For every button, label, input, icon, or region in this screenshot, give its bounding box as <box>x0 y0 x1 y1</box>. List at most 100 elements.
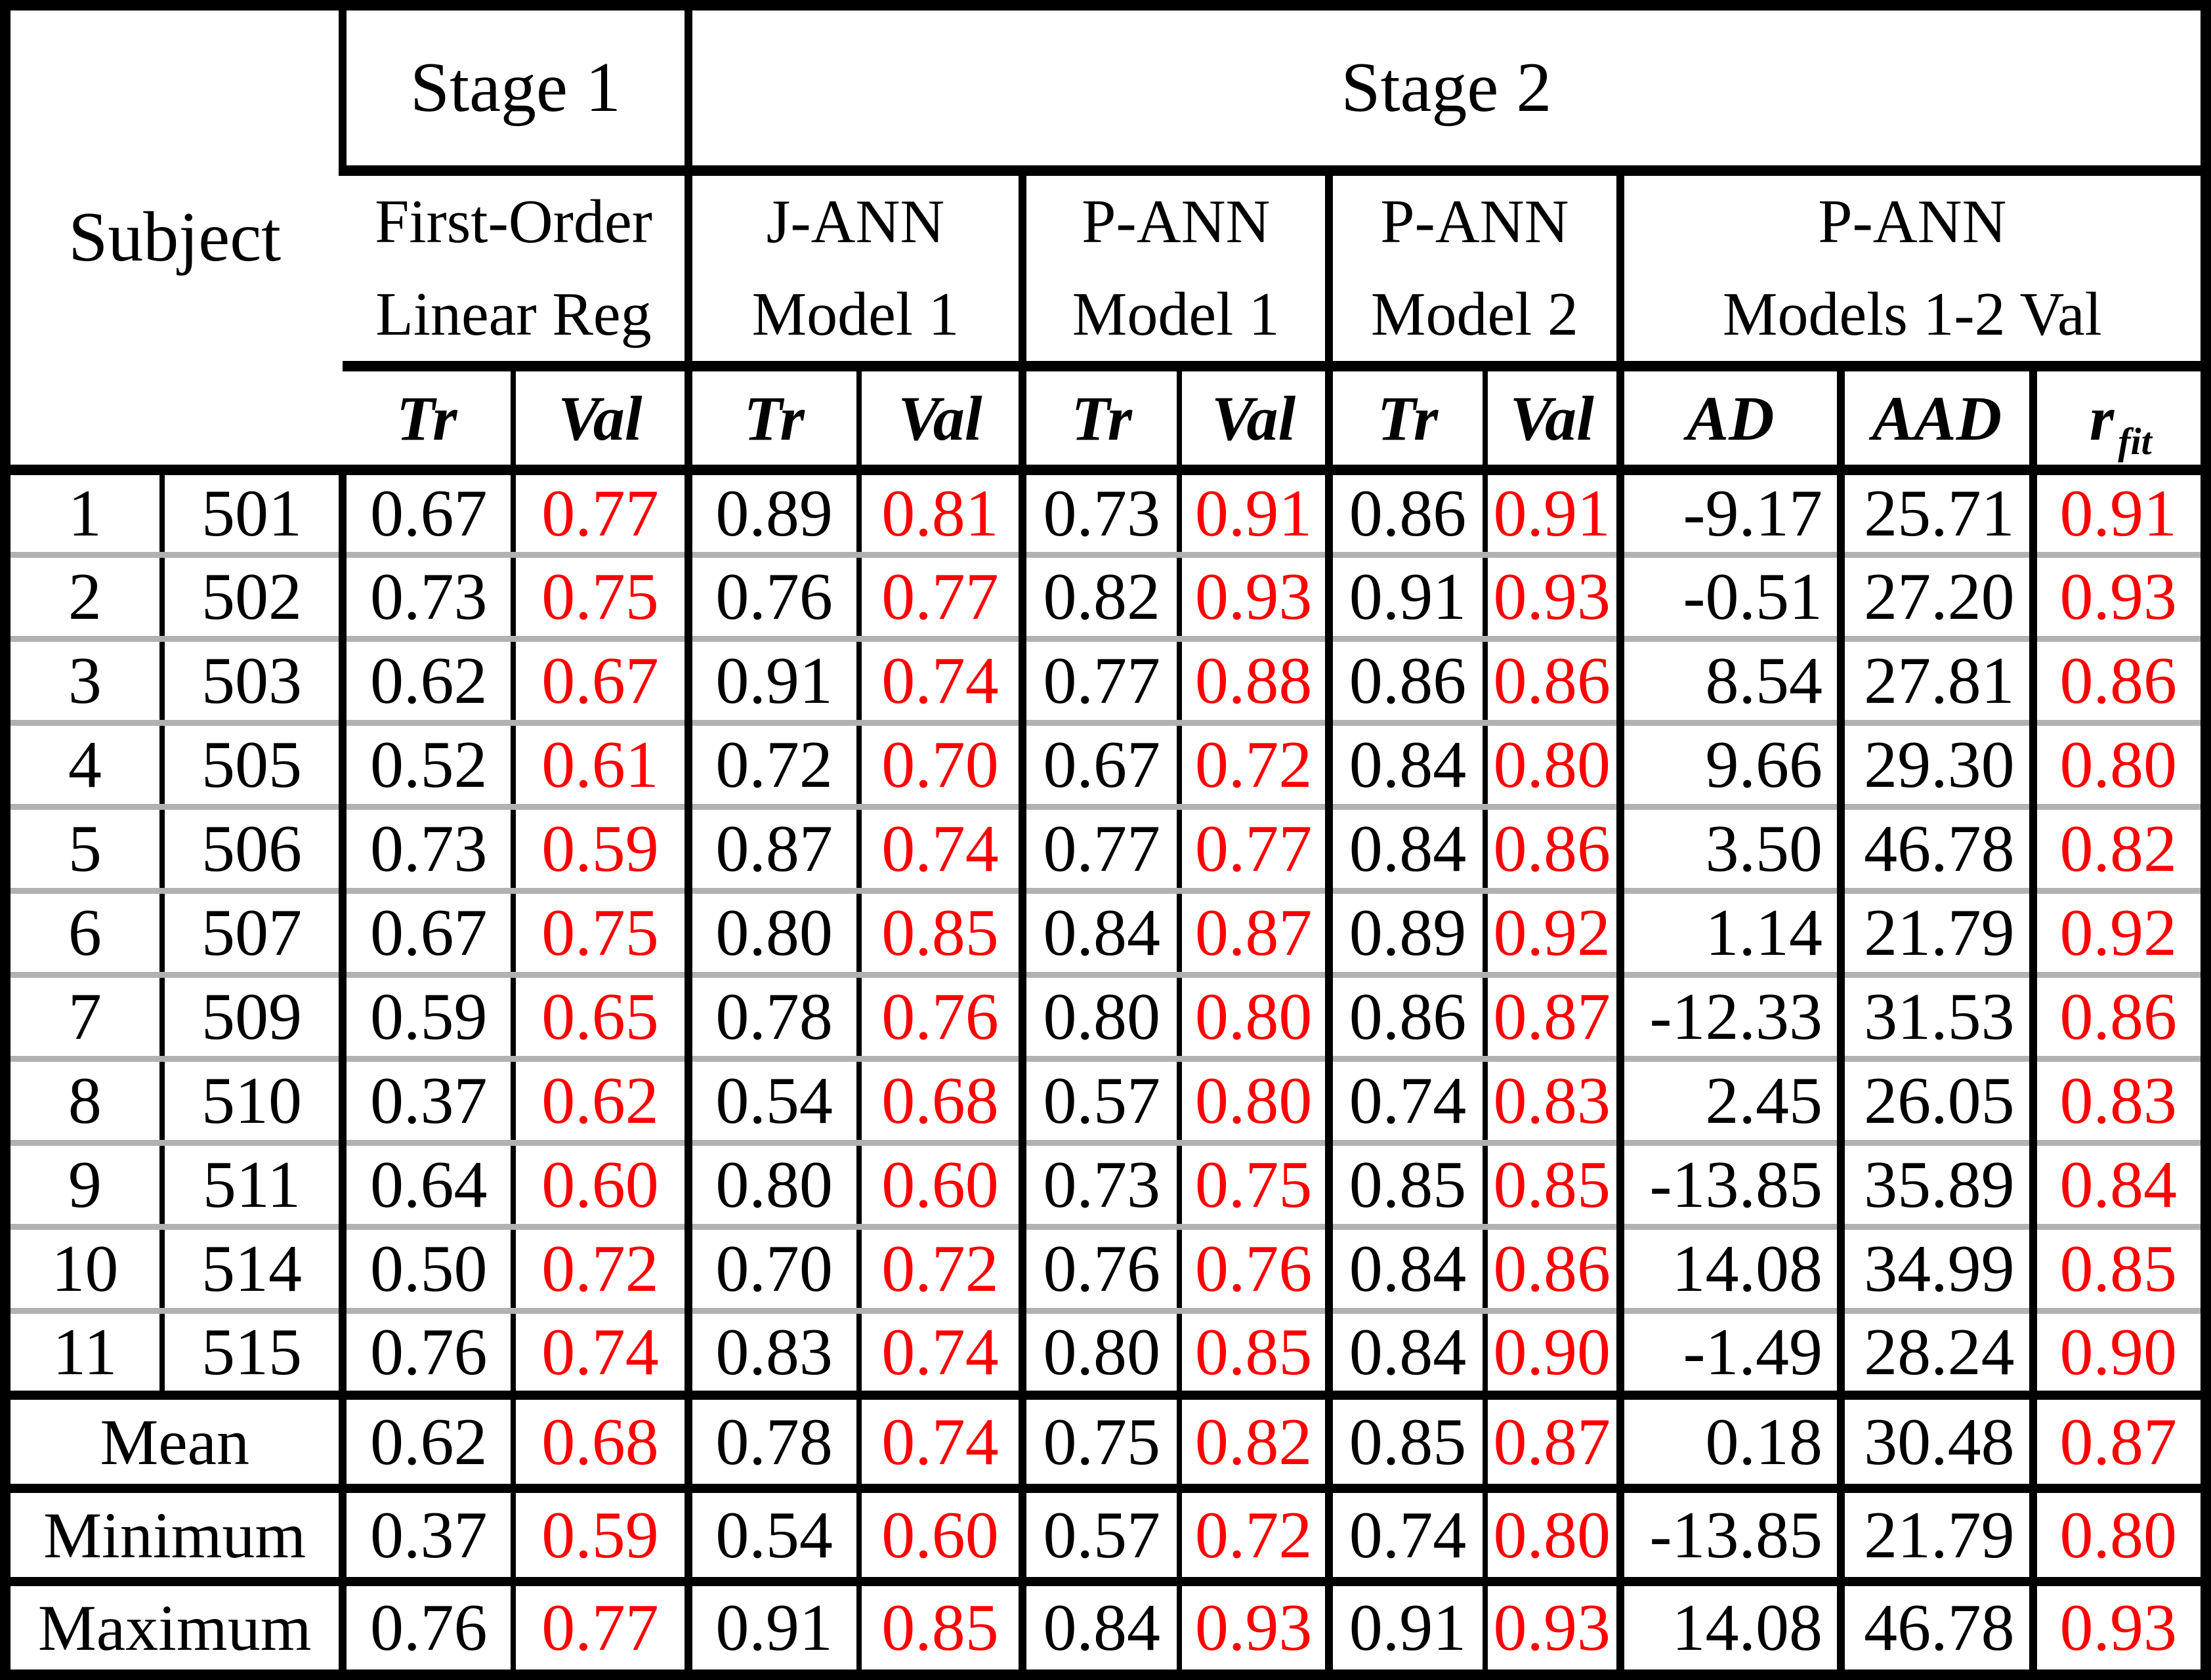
cell-ad: -1.49 <box>1616 1308 1841 1395</box>
cell-pann2-tr: 0.91 <box>1325 552 1485 639</box>
subject-id: 503 <box>159 636 343 723</box>
cell-jann1-val: 0.74 <box>856 1391 1023 1488</box>
cell-folr-tr: 0.73 <box>339 804 514 891</box>
cell-aad: 27.81 <box>1836 636 2033 723</box>
header-group-pann1-line1: P-ANN <box>1082 188 1271 256</box>
header-folr-tr: Tr <box>343 366 514 475</box>
cell-folr-val: 0.62 <box>511 1056 688 1143</box>
cell-ad: 3.50 <box>1616 804 1841 891</box>
header-group-folr: First-Order Linear Reg <box>343 171 688 371</box>
cell-aad: 26.05 <box>1836 1056 2033 1143</box>
table-row: 7 509 0.59 0.65 0.78 0.76 0.80 0.80 0.86… <box>5 972 2206 1059</box>
cell-aad: 30.48 <box>1836 1391 2033 1488</box>
cell-pann2-val: 0.85 <box>1482 1140 1620 1227</box>
cell-folr-val: 0.65 <box>511 972 688 1059</box>
header-group-pannval-line1: P-ANN <box>1818 188 2007 256</box>
cell-ad: -13.85 <box>1616 1484 1841 1582</box>
row-number: 6 <box>5 888 162 975</box>
header-ad: AD <box>1616 366 1841 475</box>
summary-label: Mean <box>5 1391 343 1488</box>
cell-rfit: 0.82 <box>2029 804 2206 891</box>
cell-rfit: 0.86 <box>2029 636 2206 723</box>
summary-row-minimum: Minimum 0.37 0.59 0.54 0.60 0.57 0.72 0.… <box>5 1484 2206 1582</box>
cell-folr-val: 0.77 <box>511 470 688 555</box>
cell-rfit: 0.80 <box>2029 1484 2206 1582</box>
cell-jann1-val: 0.76 <box>856 972 1023 1059</box>
cell-jann1-tr: 0.91 <box>684 636 859 723</box>
subject-id: 507 <box>159 888 343 975</box>
cell-folr-tr: 0.62 <box>339 1391 514 1488</box>
cell-folr-tr: 0.67 <box>339 470 514 555</box>
cell-rfit: 0.85 <box>2029 1224 2206 1311</box>
subject-id: 501 <box>159 470 343 555</box>
cell-pann2-val: 0.87 <box>1482 1391 1620 1488</box>
cell-pann2-val: 0.86 <box>1482 636 1620 723</box>
cell-pann2-tr: 0.86 <box>1325 972 1485 1059</box>
cell-pann1-val: 0.72 <box>1177 720 1330 807</box>
header-group-pannval: P-ANN Models 1-2 Val <box>1616 171 2206 371</box>
row-number: 2 <box>5 552 162 639</box>
cell-folr-tr: 0.52 <box>339 720 514 807</box>
row-number: 4 <box>5 720 162 807</box>
cell-ad: 9.66 <box>1616 720 1841 807</box>
rfit-subscript: fit <box>2118 419 2152 463</box>
cell-pann1-tr: 0.57 <box>1019 1484 1180 1582</box>
cell-pann2-tr: 0.89 <box>1325 888 1485 975</box>
cell-pann2-tr: 0.86 <box>1325 470 1485 555</box>
cell-pann2-val: 0.87 <box>1482 972 1620 1059</box>
cell-jann1-val: 0.60 <box>856 1140 1023 1227</box>
cell-pann2-tr: 0.74 <box>1325 1484 1485 1582</box>
cell-pann1-tr: 0.73 <box>1019 1140 1180 1227</box>
cell-aad: 21.79 <box>1836 888 2033 975</box>
cell-pann1-tr: 0.57 <box>1019 1056 1180 1143</box>
summary-row-maximum: Maximum 0.76 0.77 0.91 0.85 0.84 0.93 0.… <box>5 1577 2206 1675</box>
row-number: 10 <box>5 1224 162 1311</box>
cell-jann1-tr: 0.78 <box>684 1391 859 1488</box>
cell-folr-tr: 0.37 <box>339 1056 514 1143</box>
cell-ad: 8.54 <box>1616 636 1841 723</box>
table-row: 11 515 0.76 0.74 0.83 0.74 0.80 0.85 0.8… <box>5 1308 2206 1395</box>
header-group-pannval-line2: Models 1-2 Val <box>1722 280 2102 348</box>
header-row-stages: Subject Stage 1 Stage 2 <box>5 5 2206 475</box>
cell-folr-val: 0.59 <box>511 804 688 891</box>
header-pann1-val: Val <box>1177 366 1330 475</box>
cell-jann1-tr: 0.83 <box>684 1308 859 1395</box>
cell-pann1-tr: 0.77 <box>1019 804 1180 891</box>
cell-aad: 46.78 <box>1836 1577 2033 1675</box>
cell-jann1-tr: 0.87 <box>684 804 859 891</box>
cell-aad: 27.20 <box>1836 552 2033 639</box>
cell-pann1-val: 0.93 <box>1177 552 1330 639</box>
cell-folr-val: 0.68 <box>511 1391 688 1488</box>
cell-pann2-val: 0.80 <box>1482 720 1620 807</box>
cell-folr-tr: 0.50 <box>339 1224 514 1311</box>
cell-folr-tr: 0.59 <box>339 972 514 1059</box>
cell-jann1-val: 0.81 <box>856 470 1023 555</box>
cell-folr-val: 0.75 <box>511 552 688 639</box>
summary-label: Maximum <box>5 1577 343 1675</box>
cell-pann1-tr: 0.82 <box>1019 552 1180 639</box>
subject-id: 509 <box>159 972 343 1059</box>
header-group-folr-line2: Linear Reg <box>375 280 652 348</box>
subject-id: 514 <box>159 1224 343 1311</box>
cell-pann2-tr: 0.84 <box>1325 720 1485 807</box>
cell-pann2-tr: 0.91 <box>1325 1577 1485 1675</box>
header-group-folr-line1: First-Order <box>375 188 652 256</box>
row-number: 9 <box>5 1140 162 1227</box>
header-group-jann1-line2: Model 1 <box>751 280 959 348</box>
cell-folr-val: 0.77 <box>511 1577 688 1675</box>
header-subject: Subject <box>5 5 343 475</box>
cell-jann1-tr: 0.91 <box>684 1577 859 1675</box>
header-jann1-tr: Tr <box>684 366 859 475</box>
cell-jann1-val: 0.77 <box>856 552 1023 639</box>
subject-id: 502 <box>159 552 343 639</box>
cell-pann2-val: 0.92 <box>1482 888 1620 975</box>
header-pann2-tr: Tr <box>1325 366 1485 475</box>
cell-pann1-val: 0.88 <box>1177 636 1330 723</box>
header-row-models: First-Order Linear Reg J-ANN Model 1 P-A… <box>5 171 2206 371</box>
row-number: 5 <box>5 804 162 891</box>
header-group-pann1-line2: Model 1 <box>1072 280 1280 348</box>
subject-id: 510 <box>159 1056 343 1143</box>
cell-pann2-val: 0.93 <box>1482 552 1620 639</box>
cell-pann1-val: 0.75 <box>1177 1140 1330 1227</box>
cell-ad: 1.14 <box>1616 888 1841 975</box>
